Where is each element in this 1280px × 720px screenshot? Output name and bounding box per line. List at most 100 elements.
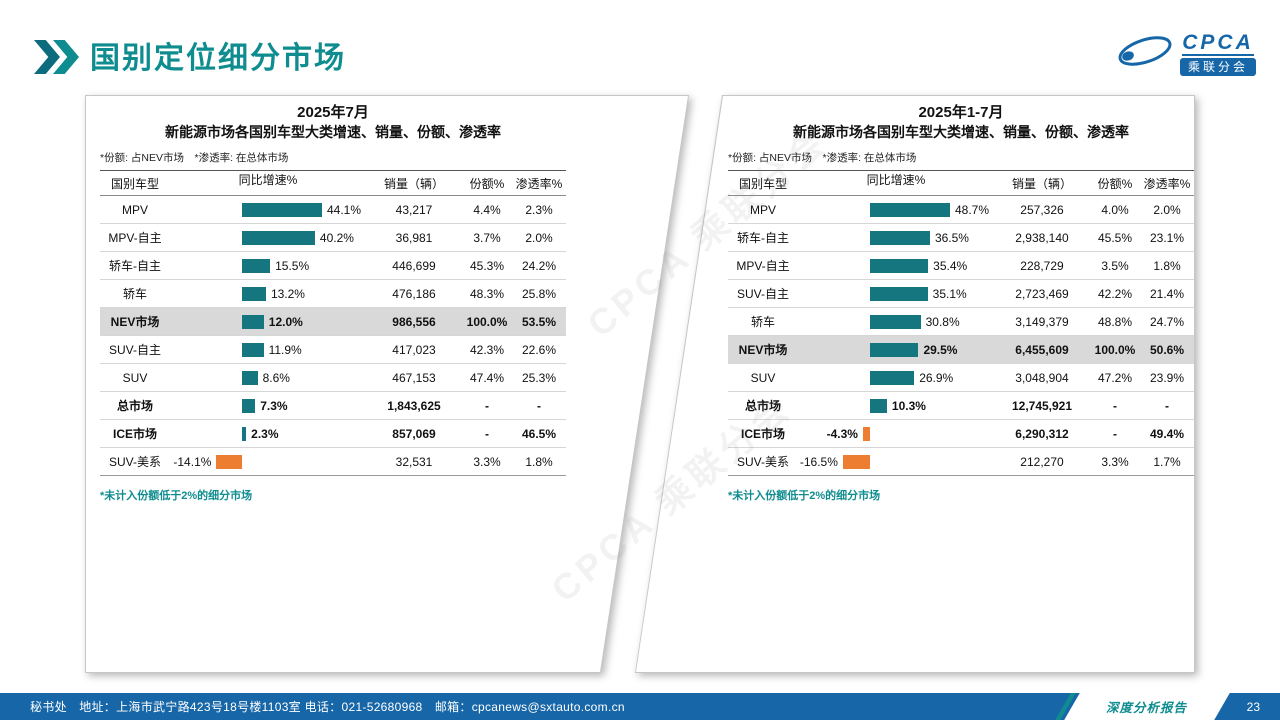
table-row: 总市场 10.3% 12,745,921 - - bbox=[728, 392, 1194, 420]
growth-bar bbox=[242, 398, 256, 413]
sales-value: 467,153 bbox=[392, 370, 436, 385]
growth-bar-cell: 48.7% bbox=[798, 196, 994, 223]
share-value: 42.3% bbox=[469, 342, 505, 357]
growth-bar-cell: 7.3% bbox=[170, 392, 366, 419]
page-title: 国别定位细分市场 bbox=[90, 42, 346, 75]
panel-background bbox=[86, 96, 688, 672]
growth-bar bbox=[242, 342, 264, 357]
growth-bar bbox=[870, 314, 921, 329]
growth-value: -14.1% bbox=[173, 454, 212, 469]
growth-value: 10.3% bbox=[891, 398, 926, 413]
growth-value: -4.3% bbox=[826, 426, 858, 441]
sales-value: 476,186 bbox=[392, 286, 436, 301]
sales-value: 6,290,312 bbox=[1015, 426, 1069, 441]
sales-value: 446,699 bbox=[392, 258, 436, 273]
penetration-value: 23.9% bbox=[1149, 370, 1185, 385]
growth-bar bbox=[862, 426, 870, 441]
vehicle-label: SUV bbox=[122, 370, 148, 385]
footer-bar: 秘书处 地址：上海市武宁路423号18号楼1103室 电话：021-526809… bbox=[0, 693, 1280, 720]
growth-bar-cell: 35.1% bbox=[798, 280, 994, 307]
vehicle-label: ICE市场 bbox=[740, 427, 785, 441]
table-row: MPV 44.1% 43,217 4.4% 2.3% bbox=[100, 196, 566, 224]
growth-bar bbox=[870, 202, 950, 217]
table-header: 国别车型 同比增速% 销量（辆） 份额% 渗透率% bbox=[728, 171, 1194, 196]
panel-title: 新能源市场各国别车型大类增速、销量、份额、渗透率 bbox=[165, 124, 501, 140]
table-row: NEV市场 12.0% 986,556 100.0% 53.5% bbox=[100, 308, 566, 336]
growth-bar bbox=[842, 454, 870, 469]
growth-value: 40.2% bbox=[319, 230, 354, 245]
vehicle-label: NEV市场 bbox=[738, 343, 788, 357]
table-row: 轿车 13.2% 476,186 48.3% 25.8% bbox=[100, 280, 566, 308]
column-header: 国别车型 bbox=[738, 176, 787, 191]
share-value: 47.4% bbox=[469, 370, 505, 385]
growth-bar-cell: 30.8% bbox=[798, 308, 994, 335]
share-value: 48.8% bbox=[1097, 314, 1133, 329]
sales-value: 6,455,609 bbox=[1015, 342, 1069, 357]
share-value: 100.0% bbox=[466, 314, 508, 329]
sales-value: 257,326 bbox=[1020, 202, 1064, 217]
growth-value: 26.9% bbox=[919, 370, 954, 385]
table-row: SUV 26.9% 3,048,904 47.2% 23.9% bbox=[728, 364, 1194, 392]
growth-bar bbox=[242, 202, 322, 217]
growth-value: 44.1% bbox=[327, 202, 362, 217]
growth-bar-cell: 36.5% bbox=[798, 224, 994, 251]
growth-bar bbox=[242, 258, 271, 273]
growth-bar bbox=[242, 314, 264, 329]
report-label-notch: 深度分析报告 bbox=[1064, 693, 1230, 720]
column-header: 同比增速% bbox=[866, 173, 926, 187]
table-row: 轿车 30.8% 3,149,379 48.8% 24.7% bbox=[728, 308, 1194, 336]
column-header: 销量（辆） bbox=[1011, 176, 1072, 191]
vehicle-label: SUV bbox=[750, 370, 776, 385]
chevron-right-icon bbox=[34, 40, 60, 74]
growth-bar-cell: 26.9% bbox=[798, 364, 994, 391]
vehicle-label: MPV bbox=[121, 202, 148, 217]
share-value: 48.3% bbox=[469, 286, 505, 301]
share-value: 3.3% bbox=[1101, 454, 1129, 469]
penetration-value: 1.7% bbox=[1153, 454, 1181, 469]
logo-badge: 乘联分会 bbox=[1179, 57, 1256, 76]
sales-value: 2,723,469 bbox=[1015, 286, 1069, 301]
growth-value: 11.9% bbox=[268, 342, 302, 357]
growth-bar-cell: 12.0% bbox=[170, 308, 366, 335]
growth-bar bbox=[870, 230, 930, 245]
sales-value: 986,556 bbox=[392, 314, 436, 329]
share-value: 45.5% bbox=[1097, 230, 1133, 245]
growth-value: 7.3% bbox=[260, 398, 288, 413]
growth-value: 35.1% bbox=[932, 286, 967, 301]
panel-footnote: *未计入份额低于2%的细分市场 bbox=[728, 490, 881, 502]
column-header: 国别车型 bbox=[110, 176, 159, 191]
share-value: 100.0% bbox=[1094, 342, 1136, 357]
data-table: 国别车型 同比增速% 销量（辆） 份额% 渗透率% MPV 48.7% 257,326 4.0… bbox=[728, 170, 1194, 476]
growth-bar-cell: 2.3% bbox=[170, 420, 366, 447]
share-value: 47.2% bbox=[1097, 370, 1133, 385]
share-value: 3.7% bbox=[473, 230, 501, 245]
vehicle-label: 轿车-自主 bbox=[737, 231, 789, 245]
growth-bar bbox=[870, 398, 887, 413]
growth-value: 12.0% bbox=[268, 314, 303, 329]
growth-bar-cell: -14.1% bbox=[170, 448, 366, 475]
growth-value: 48.7% bbox=[955, 202, 990, 217]
growth-bar-cell: 11.9% bbox=[170, 336, 366, 363]
cpca-swoosh-icon bbox=[1116, 30, 1174, 77]
share-value: - bbox=[485, 426, 489, 441]
column-header: 销量（辆） bbox=[383, 176, 444, 191]
vehicle-label: 轿车 bbox=[122, 287, 147, 301]
share-value: 3.3% bbox=[473, 454, 501, 469]
panel-period: 2025年7月 bbox=[297, 104, 369, 121]
growth-value: 2.3% bbox=[251, 426, 279, 441]
growth-value: 30.8% bbox=[925, 314, 960, 329]
vehicle-label: MPV-自主 bbox=[108, 231, 162, 245]
growth-bar bbox=[870, 286, 928, 301]
panel-footnote: *未计入份额低于2%的细分市场 bbox=[100, 490, 253, 502]
penetration-value: 21.4% bbox=[1149, 286, 1185, 301]
vehicle-label: NEV市场 bbox=[110, 315, 160, 329]
growth-bar-cell: 44.1% bbox=[170, 196, 366, 223]
table-row: 总市场 7.3% 1,843,625 - - bbox=[100, 392, 566, 420]
growth-bar-cell: 40.2% bbox=[170, 224, 366, 251]
table-header: 国别车型 同比增速% 销量（辆） 份额% 渗透率% bbox=[100, 171, 566, 196]
vehicle-label: 轿车-自主 bbox=[109, 259, 161, 273]
sales-value: 857,069 bbox=[392, 426, 436, 441]
sales-value: 43,217 bbox=[395, 202, 433, 217]
sales-value: 3,149,379 bbox=[1015, 314, 1069, 329]
penetration-value: 1.8% bbox=[525, 454, 553, 469]
